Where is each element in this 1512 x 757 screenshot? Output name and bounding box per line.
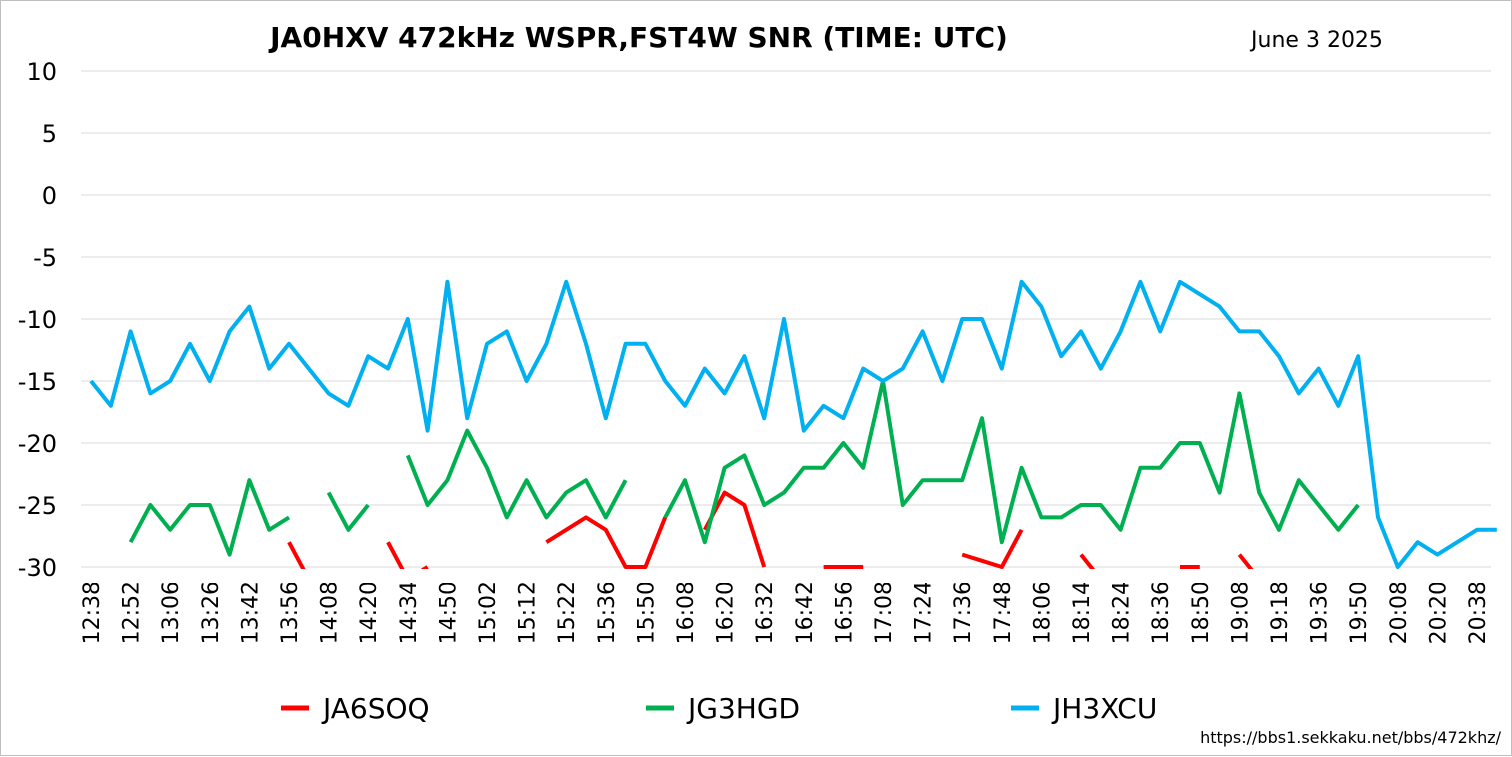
x-tick-label: 16:20 bbox=[714, 581, 739, 644]
series-ja6soq bbox=[287, 490, 1261, 582]
x-tick-label: 20:20 bbox=[1426, 581, 1451, 644]
legend-label-jg3hgd: JG3HGD bbox=[686, 692, 800, 725]
x-tick-label: 17:48 bbox=[991, 581, 1016, 644]
series-line-ja6soq bbox=[961, 528, 1024, 569]
x-tick-label: 18:14 bbox=[1070, 581, 1095, 644]
x-tick-label: 19:50 bbox=[1347, 581, 1372, 644]
series-line-jg3hgd bbox=[128, 478, 291, 557]
x-tick-label: 12:38 bbox=[80, 581, 105, 644]
y-axis-ticks: 10 5 0 -5 -10 -15 -20 -25 -30 bbox=[18, 58, 57, 582]
legend-label-jh3xcu: JH3XCU bbox=[1051, 692, 1157, 725]
y-tick-label: -15 bbox=[18, 368, 57, 396]
x-tick-label: 14:50 bbox=[436, 581, 461, 644]
y-tick-label: -5 bbox=[33, 244, 57, 272]
x-tick-label: 18:50 bbox=[1189, 581, 1214, 644]
x-tick-label: 13:56 bbox=[278, 581, 303, 644]
series-line-jg3hgd bbox=[405, 428, 628, 520]
y-tick-label: -30 bbox=[18, 554, 57, 582]
x-tick-label: 16:32 bbox=[753, 581, 778, 644]
y-tick-label: 5 bbox=[42, 120, 57, 148]
y-tick-label: -25 bbox=[18, 492, 57, 520]
chart-date: June 3 2025 bbox=[1249, 28, 1383, 53]
x-tick-label: 14:34 bbox=[397, 581, 422, 644]
x-tick-label: 13:26 bbox=[199, 581, 224, 644]
series-line-jg3hgd bbox=[326, 491, 370, 532]
x-tick-label: 15:12 bbox=[516, 581, 541, 644]
x-tick-label: 13:42 bbox=[238, 581, 263, 644]
x-tick-label: 17:08 bbox=[872, 581, 897, 644]
x-tick-label: 15:22 bbox=[555, 581, 580, 644]
x-tick-label: 15:36 bbox=[595, 581, 620, 644]
x-tick-label: 19:08 bbox=[1228, 581, 1253, 644]
y-tick-label: 0 bbox=[42, 182, 57, 210]
x-tick-label: 14:20 bbox=[357, 581, 382, 644]
x-tick-label: 13:06 bbox=[159, 581, 184, 644]
series-jh3xcu bbox=[89, 279, 1497, 569]
x-tick-label: 19:18 bbox=[1268, 581, 1293, 644]
x-tick-label: 16:56 bbox=[832, 581, 857, 644]
x-tick-label: 15:02 bbox=[476, 581, 501, 644]
series-line-jg3hgd bbox=[663, 379, 1360, 545]
x-tick-label: 18:06 bbox=[1030, 581, 1055, 644]
x-tick-label: 12:52 bbox=[120, 581, 145, 644]
y-tick-label: 10 bbox=[26, 58, 57, 86]
series-lines bbox=[81, 279, 1497, 583]
legend-label-ja6soq: JA6SOQ bbox=[321, 692, 430, 725]
series-jg3hgd bbox=[128, 379, 1360, 557]
y-tick-label: -20 bbox=[18, 430, 57, 458]
x-tick-label: 18:36 bbox=[1149, 581, 1174, 644]
x-axis-ticks: 12:38 12:52 13:06 13:26 13:42 13:56 14:08 14:20… bbox=[80, 581, 1491, 644]
x-tick-label: 17:36 bbox=[951, 581, 976, 644]
x-tick-label: 17:24 bbox=[912, 581, 937, 644]
x-tick-label: 20:38 bbox=[1466, 581, 1491, 644]
x-tick-label: 18:24 bbox=[1110, 581, 1135, 644]
x-tick-label: 15:50 bbox=[634, 581, 659, 644]
chart-title: JA0HXV 472kHz WSPR,FST4W SNR (TIME: UTC) bbox=[268, 21, 1008, 54]
source-url: https://bbs1.sekkaku.net/bbs/472khz/ bbox=[1200, 728, 1502, 747]
x-tick-label: 14:08 bbox=[318, 581, 343, 644]
series-line-ja6soq bbox=[545, 515, 668, 569]
x-tick-label: 16:08 bbox=[674, 581, 699, 644]
y-tick-label: -10 bbox=[18, 306, 57, 334]
x-tick-label: 16:42 bbox=[793, 581, 818, 644]
series-line-jh3xcu bbox=[89, 279, 1497, 569]
plot-bottom-mask bbox=[81, 569, 1491, 583]
x-tick-label: 19:36 bbox=[1308, 581, 1333, 644]
x-tick-label: 20:08 bbox=[1387, 581, 1412, 644]
legend: JA6SOQ JG3HGD JH3XCU bbox=[281, 692, 1157, 725]
